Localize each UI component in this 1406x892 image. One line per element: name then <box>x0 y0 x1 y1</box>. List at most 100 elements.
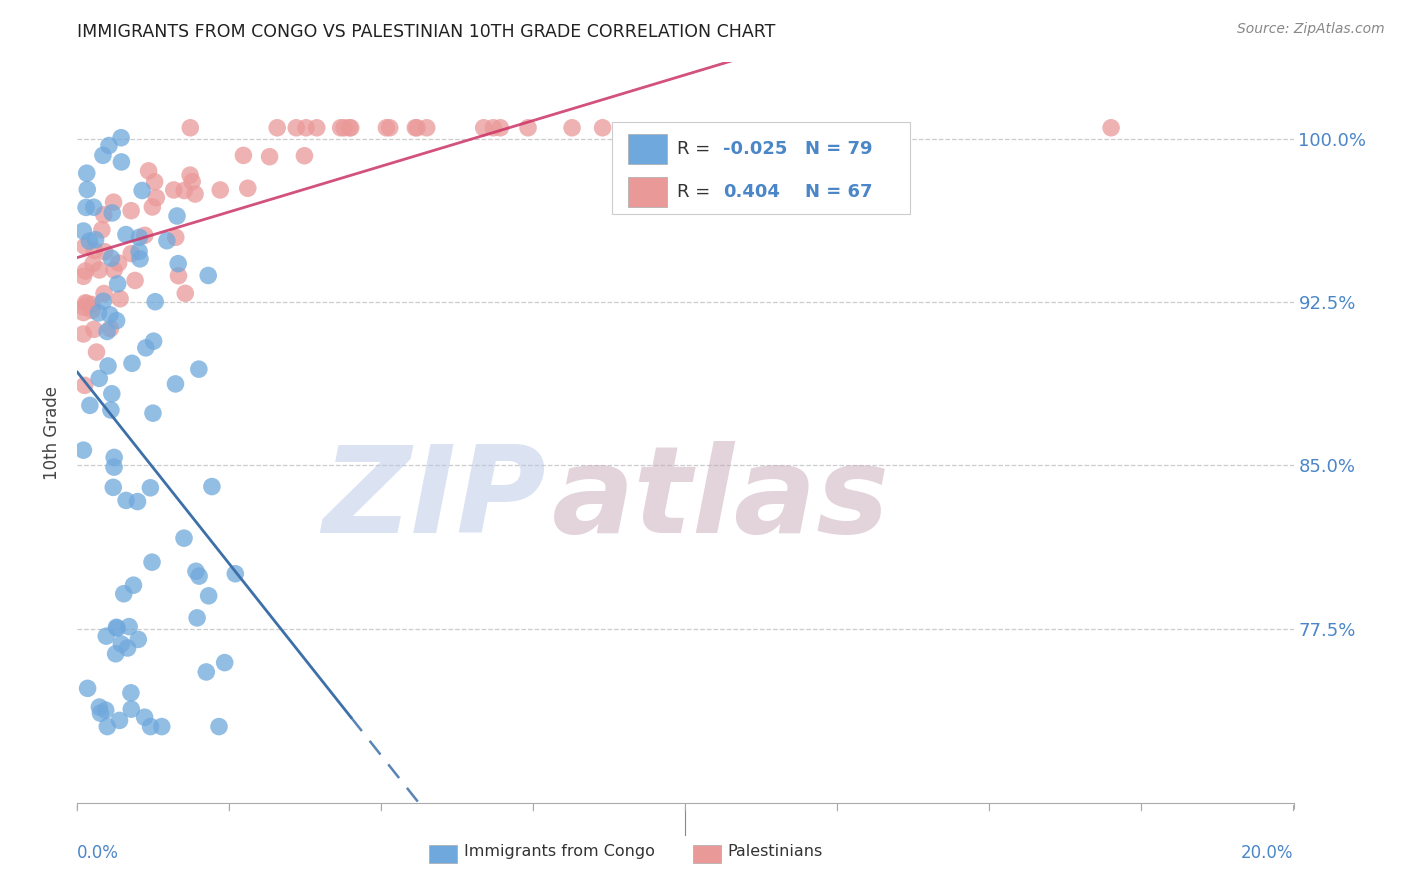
Point <box>209 183 232 197</box>
Point <box>163 183 186 197</box>
Point <box>93 244 115 259</box>
Text: 0.0%: 0.0% <box>77 844 120 862</box>
Point <box>107 256 129 270</box>
Point <box>236 181 259 195</box>
Point <box>120 702 142 716</box>
Point <box>72 269 94 284</box>
Point <box>184 187 207 202</box>
Point <box>98 308 121 322</box>
Point <box>93 286 115 301</box>
Point <box>139 481 162 495</box>
Point <box>103 460 125 475</box>
Point <box>166 209 188 223</box>
Point <box>134 228 156 243</box>
Point <box>187 362 209 376</box>
Point <box>94 703 117 717</box>
Point <box>108 714 131 728</box>
Point <box>129 252 152 266</box>
Point <box>72 326 94 341</box>
Point <box>181 175 204 189</box>
Point <box>115 227 138 242</box>
Text: 0.404: 0.404 <box>723 183 780 201</box>
Point <box>87 306 110 320</box>
Point <box>128 230 150 244</box>
Point <box>117 640 139 655</box>
Point <box>105 620 128 634</box>
Point <box>167 268 190 283</box>
Point <box>179 168 201 182</box>
Text: -0.025: -0.025 <box>723 140 787 158</box>
Point <box>79 234 101 248</box>
Point <box>101 386 124 401</box>
Text: ZIP: ZIP <box>322 441 546 558</box>
Text: R =: R = <box>676 140 716 158</box>
Point <box>118 619 141 633</box>
Point <box>142 406 165 420</box>
Point <box>128 244 150 259</box>
Point <box>295 120 318 135</box>
Text: Source: ZipAtlas.com: Source: ZipAtlas.com <box>1237 22 1385 37</box>
Point <box>105 313 128 327</box>
Point <box>416 120 439 135</box>
Point <box>184 564 207 578</box>
Point <box>83 244 105 258</box>
Point <box>105 621 128 635</box>
Point <box>145 191 167 205</box>
FancyBboxPatch shape <box>613 121 911 214</box>
Point <box>76 681 98 696</box>
Point <box>188 569 211 583</box>
Point <box>103 195 125 210</box>
Point <box>80 297 103 311</box>
Point <box>305 120 328 135</box>
Point <box>167 257 190 271</box>
Point <box>138 164 160 178</box>
Point <box>110 155 132 169</box>
Point <box>89 263 111 277</box>
Point <box>214 656 236 670</box>
Point <box>104 647 127 661</box>
Point <box>73 239 96 253</box>
Text: IMMIGRANTS FROM CONGO VS PALESTINIAN 10TH GRADE CORRELATION CHART: IMMIGRANTS FROM CONGO VS PALESTINIAN 10T… <box>77 23 776 41</box>
Y-axis label: 10th Grade: 10th Grade <box>44 385 62 480</box>
Point <box>472 120 495 135</box>
Point <box>150 720 173 734</box>
Point <box>120 203 142 218</box>
Point <box>197 589 219 603</box>
Point <box>141 200 163 214</box>
Text: atlas: atlas <box>551 441 890 558</box>
Point <box>333 120 356 135</box>
Point <box>73 378 96 392</box>
Point <box>259 150 281 164</box>
Point <box>406 120 429 135</box>
Point <box>173 184 195 198</box>
Point <box>201 479 224 493</box>
Point <box>96 720 118 734</box>
Point <box>337 120 360 135</box>
FancyBboxPatch shape <box>628 135 668 164</box>
Point <box>79 398 101 412</box>
Point <box>101 206 124 220</box>
Point <box>285 120 308 135</box>
Point <box>84 233 107 247</box>
Point <box>139 720 162 734</box>
Point <box>143 294 166 309</box>
Point <box>73 301 96 315</box>
Point <box>93 208 115 222</box>
Point <box>120 246 142 260</box>
Point <box>83 322 105 336</box>
Point <box>195 665 218 679</box>
Point <box>592 120 614 135</box>
Point <box>266 120 288 135</box>
Point <box>76 166 98 180</box>
Point <box>142 334 165 348</box>
Point <box>108 292 131 306</box>
Point <box>72 224 94 238</box>
Point <box>100 251 122 265</box>
Point <box>75 264 97 278</box>
Point <box>124 273 146 287</box>
Point <box>82 257 104 271</box>
Point <box>135 341 157 355</box>
Point <box>122 578 145 592</box>
Point <box>131 184 153 198</box>
Point <box>75 295 97 310</box>
